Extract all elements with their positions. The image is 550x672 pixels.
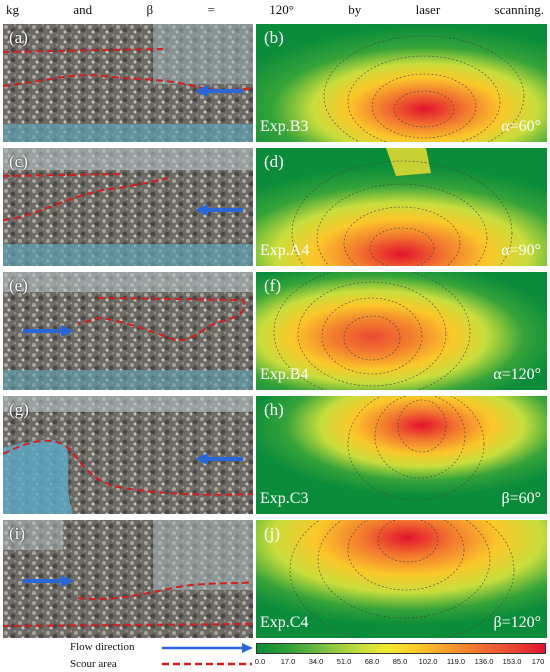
photo-panel-g: (g) bbox=[3, 396, 253, 514]
colorbar-tick: 102.0 bbox=[418, 657, 438, 666]
gravel-photo bbox=[3, 24, 253, 142]
caption-word: kg bbox=[6, 2, 19, 17]
photo-panel-e: (e) bbox=[3, 272, 253, 390]
gravel-photo bbox=[3, 272, 253, 390]
angle-label: β=60° bbox=[501, 490, 541, 507]
colorbar-tick: 51.0 bbox=[336, 657, 352, 666]
experiment-label: Exp.B3 bbox=[260, 118, 309, 135]
photo-panel-a: (a) bbox=[3, 24, 253, 142]
caption-word: β bbox=[146, 2, 154, 17]
colorbar-tick: 17.0 bbox=[280, 657, 296, 666]
colorbar-tick: 119.0 bbox=[446, 657, 466, 666]
experiment-label: Exp.C3 bbox=[260, 490, 309, 507]
caption-word: and bbox=[73, 2, 93, 17]
angle-label: α=60° bbox=[501, 118, 541, 135]
angle-label: α=120° bbox=[493, 366, 541, 383]
legend: Flow direction Scour area bbox=[70, 636, 255, 672]
contour-panel-j: (j) Exp.C4 β=120° bbox=[256, 520, 547, 638]
panel-label: (a) bbox=[9, 28, 28, 47]
flow-arrow-icon bbox=[162, 643, 253, 653]
panel-label: (d) bbox=[264, 152, 284, 171]
panel-label: (e) bbox=[9, 276, 28, 295]
photo-panel-c: (c) bbox=[3, 148, 253, 266]
panel-label: (h) bbox=[264, 400, 284, 419]
gravel-photo bbox=[3, 148, 253, 266]
panel-label: (c) bbox=[9, 152, 28, 171]
caption-word: laser bbox=[415, 2, 441, 17]
depth-contour-map bbox=[256, 396, 547, 514]
depth-contour-map bbox=[256, 24, 547, 142]
depth-contour-map bbox=[256, 272, 547, 390]
colorbar-tick: 153.0 bbox=[502, 657, 522, 666]
depth-colorbar bbox=[256, 643, 546, 654]
panel-label: (b) bbox=[264, 28, 284, 47]
colorbar-tick: 85.0 bbox=[392, 657, 408, 666]
contour-panel-b: (b) Exp.B3 α=60° bbox=[256, 24, 547, 142]
contour-panel-d: (d) Exp.A4 α=90° bbox=[256, 148, 547, 266]
caption-word: = bbox=[207, 2, 215, 17]
contour-panel-f: (f) Exp.B4 α=120° bbox=[256, 272, 547, 390]
caption-word: scanning. bbox=[494, 2, 544, 17]
colorbar-tick: 136.0 bbox=[474, 657, 494, 666]
panel-label: (i) bbox=[9, 524, 26, 543]
gravel-photo bbox=[3, 396, 253, 514]
experiment-label: Exp.A4 bbox=[260, 242, 310, 259]
colorbar-ticks: 0.0 17.0 34.0 51.0 68.0 85.0 102.0 119.0… bbox=[254, 657, 546, 669]
panel-label: (g) bbox=[9, 400, 29, 419]
panel-label: (f) bbox=[264, 276, 281, 295]
caption-word: by bbox=[348, 2, 362, 17]
photo-panel-i: (i) bbox=[3, 520, 253, 638]
colorbar-tick: 170 bbox=[531, 657, 545, 666]
depth-contour-map bbox=[256, 520, 547, 638]
scour-line-icon bbox=[162, 662, 252, 666]
depth-contour-map bbox=[256, 148, 547, 266]
legend-scour-label: Scour area bbox=[70, 658, 117, 670]
panel-label: (j) bbox=[264, 524, 281, 543]
colorbar-tick: 0.0 bbox=[254, 657, 266, 666]
figure-caption: kg and β = 120° by laser scanning. bbox=[0, 0, 550, 20]
legend-flow-label: Flow direction bbox=[70, 641, 135, 653]
gravel-photo bbox=[3, 520, 253, 638]
angle-label: α=90° bbox=[501, 242, 541, 259]
experiment-label: Exp.C4 bbox=[260, 614, 309, 631]
experiment-label: Exp.B4 bbox=[260, 366, 309, 383]
caption-word: 120° bbox=[269, 2, 294, 17]
contour-panel-h: (h) Exp.C3 β=60° bbox=[256, 396, 547, 514]
colorbar-tick: 68.0 bbox=[364, 657, 380, 666]
colorbar-tick: 34.0 bbox=[308, 657, 324, 666]
angle-label: β=120° bbox=[493, 614, 541, 631]
